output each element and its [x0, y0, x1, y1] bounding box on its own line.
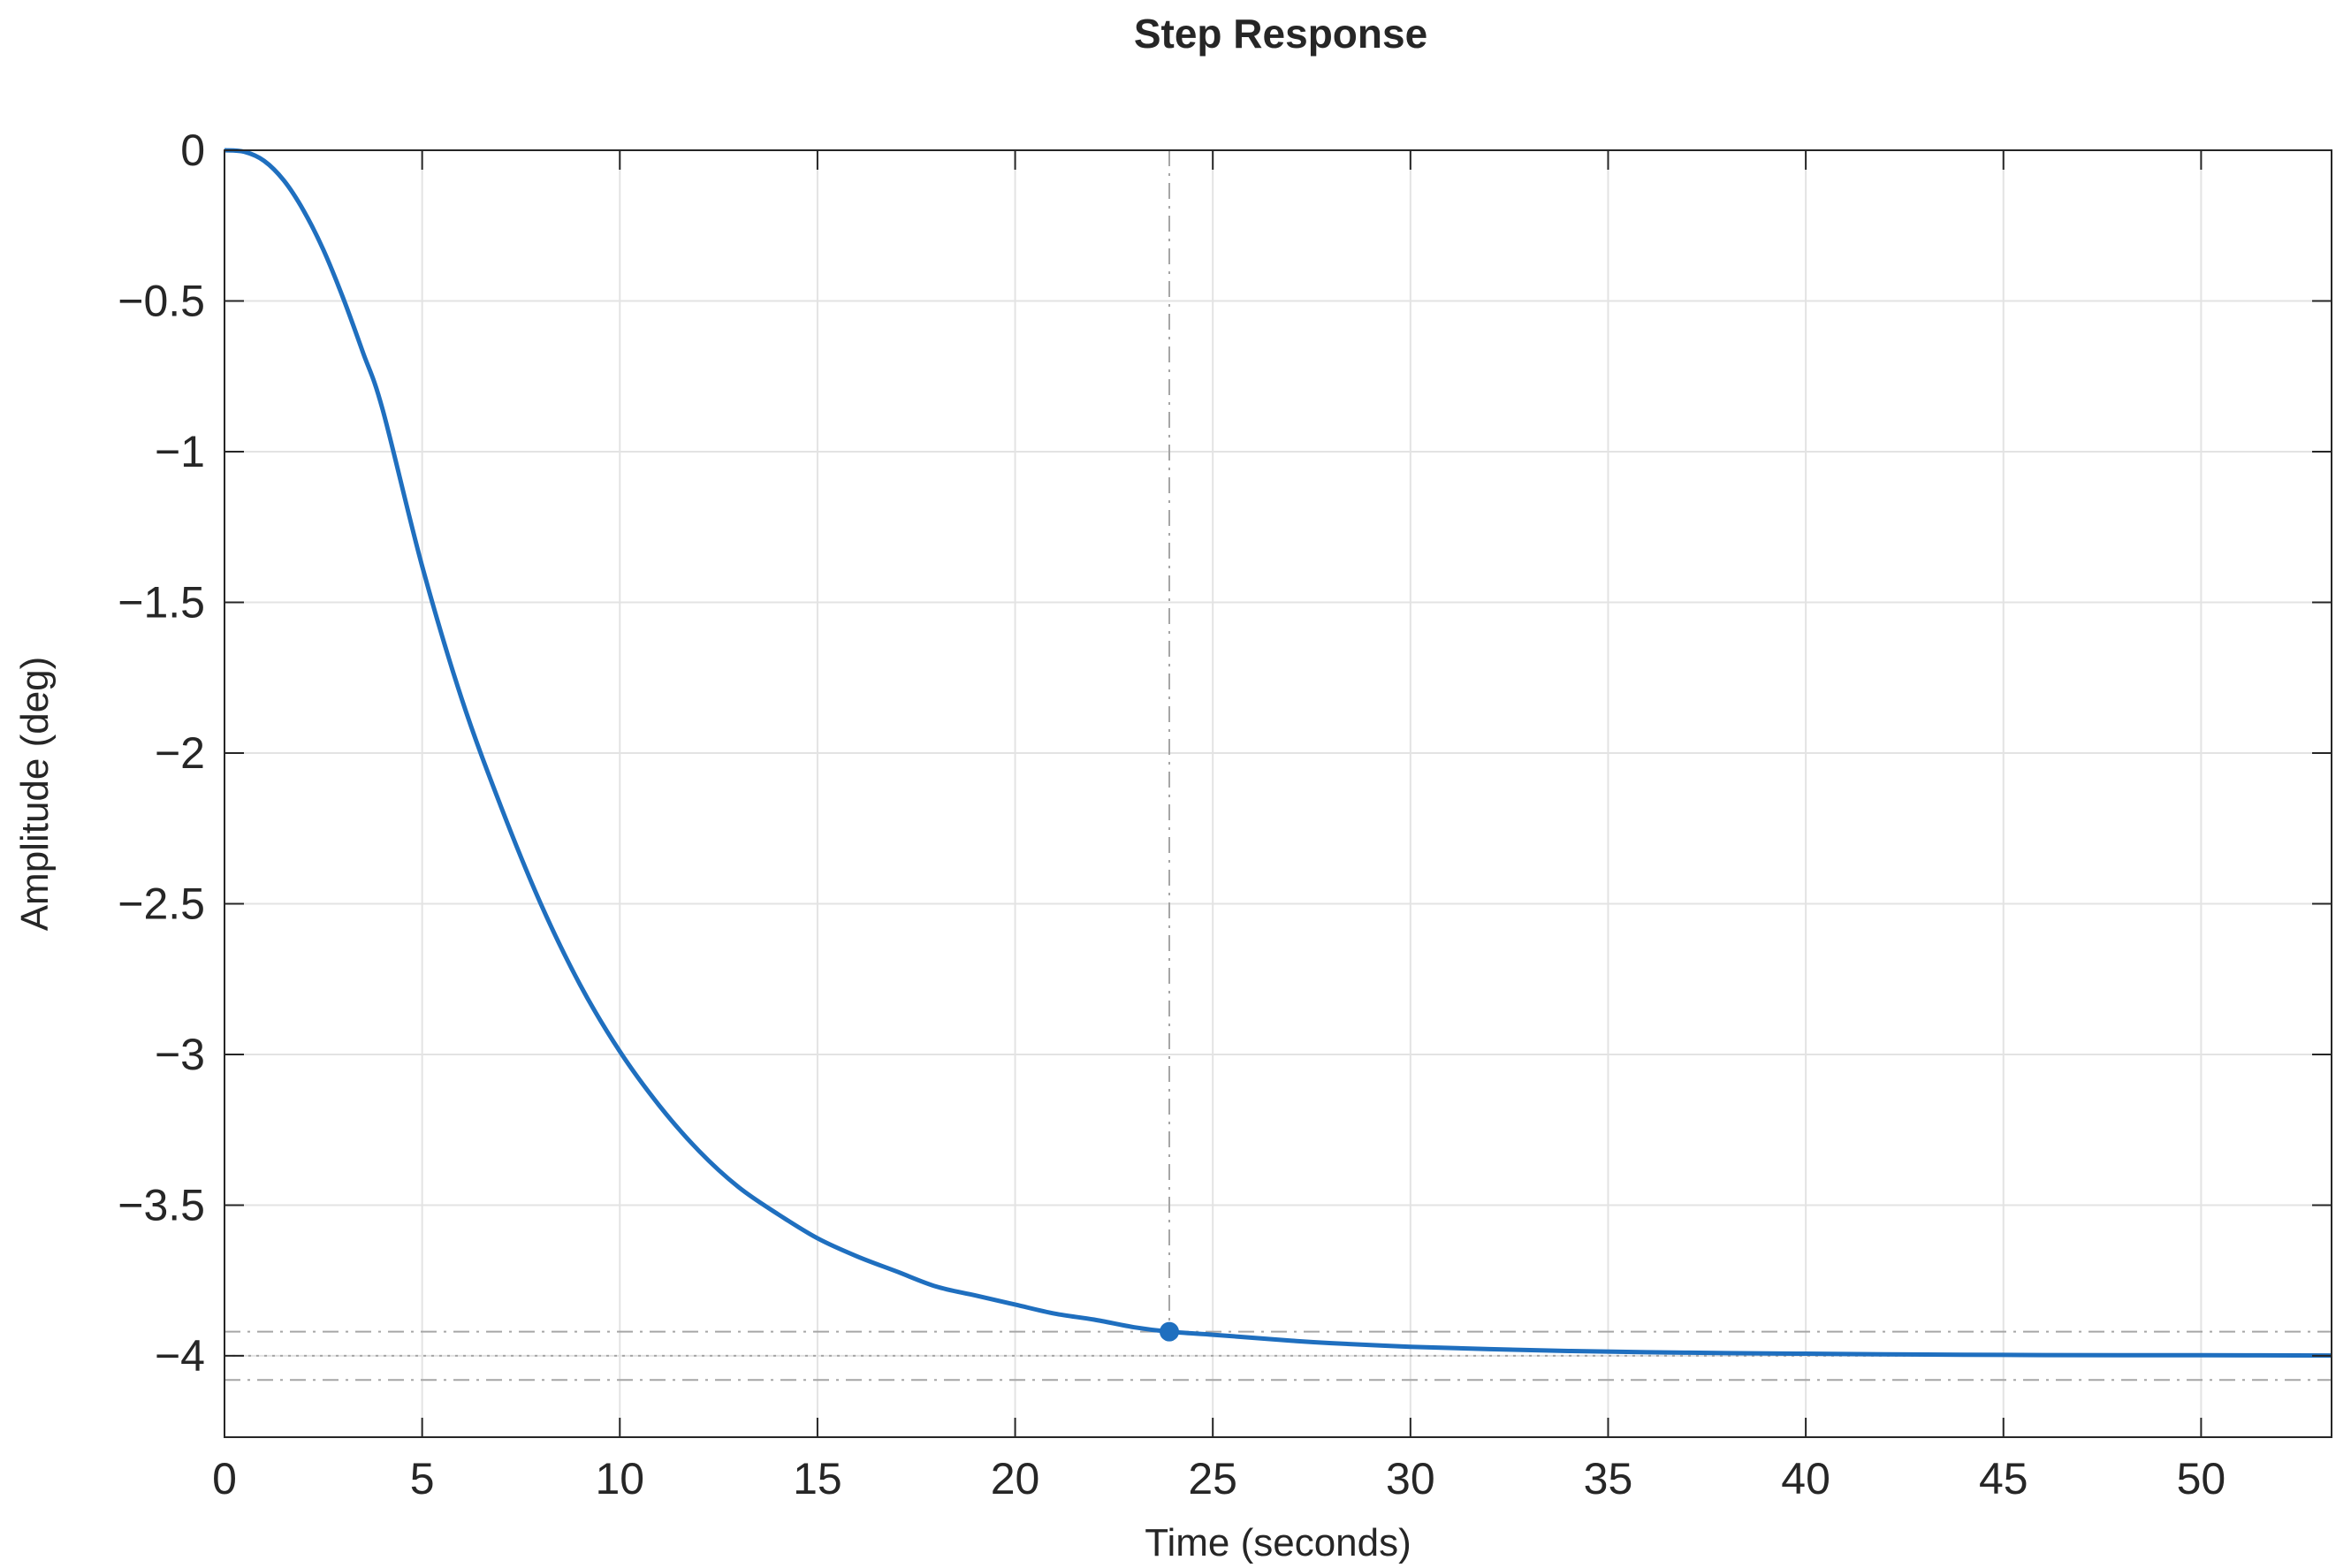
y-tick-label: −3.5 — [118, 1180, 205, 1229]
y-tick-label: −0.5 — [118, 276, 205, 325]
x-tick-label: 0 — [212, 1454, 237, 1503]
series-layer — [224, 148, 2332, 1359]
x-tick-label: 30 — [1386, 1454, 1435, 1503]
ticks — [224, 149, 2332, 1437]
x-tick-label: 10 — [595, 1454, 644, 1503]
y-tick-label: 0 — [180, 126, 205, 175]
plot-area-border — [224, 149, 2332, 1438]
marker-layer — [1159, 1321, 1179, 1342]
x-tick-labels: 0 5 10 15 20 25 30 35 40 45 50 — [212, 1454, 2225, 1503]
x-tick-label: 45 — [1979, 1454, 2028, 1503]
x-tick-label: 40 — [1781, 1454, 1830, 1503]
x-tick-label: 25 — [1188, 1454, 1237, 1503]
y-tick-label: −4 — [155, 1331, 205, 1381]
x-axis-label: Time (seconds) — [1145, 1521, 1411, 1564]
x-tick-label: 50 — [2177, 1454, 2226, 1503]
step-response-line — [224, 148, 2332, 1359]
x-tick-label: 35 — [1584, 1454, 1633, 1503]
y-tick-label: −2 — [155, 728, 205, 778]
y-tick-label: −2.5 — [118, 879, 205, 928]
y-tick-label: −3 — [155, 1030, 205, 1079]
settling-time-marker — [1159, 1321, 1179, 1342]
x-tick-label: 5 — [410, 1454, 435, 1503]
x-tick-label: 20 — [991, 1454, 1040, 1503]
y-axis-label: Amplitude (deg) — [13, 657, 57, 932]
chart-title: Step Response — [1134, 11, 1427, 57]
y-tick-labels: 0 −0.5 −1 −1.5 −2 −2.5 −3 −3.5 −4 — [118, 126, 205, 1381]
x-tick-label: 15 — [793, 1454, 842, 1503]
grid — [224, 150, 2332, 1437]
reference-lines — [224, 150, 2332, 1382]
y-tick-label: −1.5 — [118, 577, 205, 627]
y-tick-label: −1 — [155, 427, 205, 476]
